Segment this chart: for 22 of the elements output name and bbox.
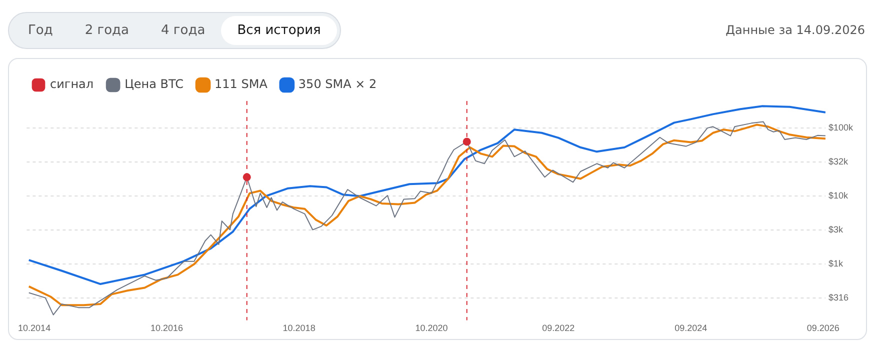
x-tick-label: 09.2026 — [806, 323, 840, 334]
y-tick-label: $1k — [828, 258, 844, 269]
text: Вся история — [221, 16, 337, 44]
text: 2 года — [84, 22, 130, 40]
legend-label: 111 SMA — [214, 77, 268, 92]
legend-label: Цена BTC — [124, 77, 184, 92]
legend-label: сигнал — [50, 77, 94, 92]
chart-subtitle: Данные за 14.09.2026 — [726, 23, 865, 37]
x-tick-label: 10.2020 — [415, 323, 448, 334]
y-tick-label: $3k — [828, 224, 844, 235]
x-tick-label: 10.2018 — [282, 323, 316, 334]
legend-label: 350 SMA × 2 — [298, 77, 377, 92]
text: 4 года — [160, 22, 206, 40]
x-tick-label: 09.2022 — [542, 323, 575, 334]
y-tick-label: $10k — [828, 190, 848, 201]
text: Год — [27, 22, 54, 40]
y-tick-label: $316 — [828, 292, 849, 303]
y-tick-label: $32k — [828, 156, 848, 167]
x-tick-label: 09.2024 — [674, 323, 708, 334]
x-tick-label: 10.2014 — [18, 323, 51, 334]
y-tick-label: $100k — [828, 122, 854, 133]
x-tick-label: 10.2016 — [150, 323, 184, 334]
